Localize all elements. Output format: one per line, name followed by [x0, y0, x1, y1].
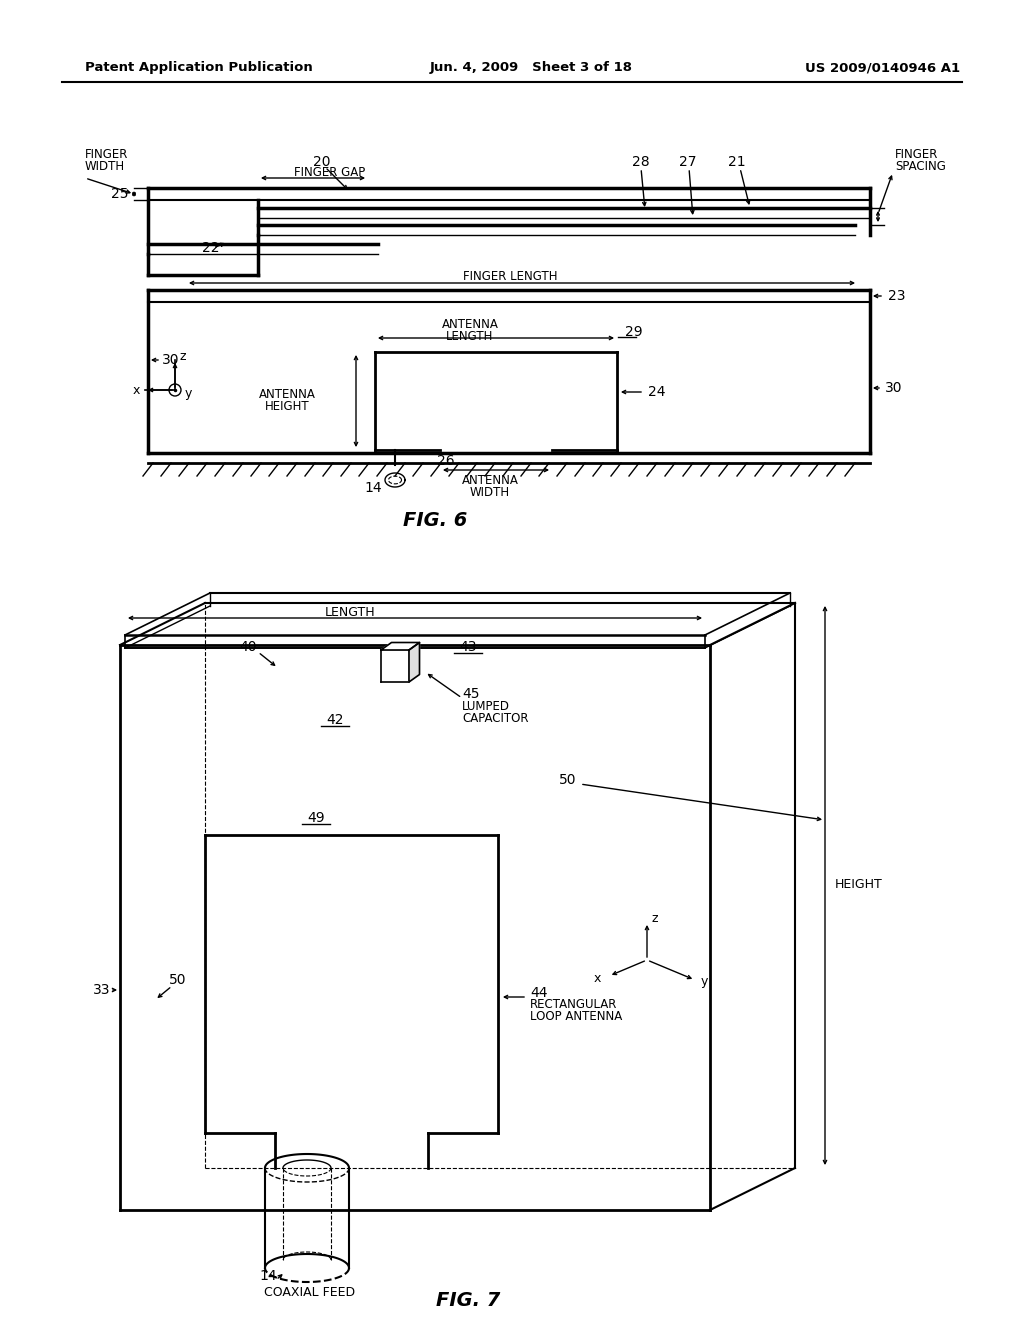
Text: 21: 21	[728, 154, 745, 169]
Text: US 2009/0140946 A1: US 2009/0140946 A1	[805, 62, 961, 74]
Text: 24: 24	[648, 385, 666, 399]
Text: z: z	[180, 351, 186, 363]
Text: FINGER GAP: FINGER GAP	[294, 165, 366, 178]
Text: Jun. 4, 2009   Sheet 3 of 18: Jun. 4, 2009 Sheet 3 of 18	[430, 62, 633, 74]
Text: 29: 29	[625, 325, 643, 339]
Text: WIDTH: WIDTH	[470, 486, 510, 499]
Text: ANTENNA: ANTENNA	[441, 318, 499, 331]
Text: RECTANGULAR: RECTANGULAR	[530, 998, 617, 1011]
Text: 23: 23	[888, 289, 905, 304]
Text: 42: 42	[327, 713, 344, 727]
Text: 20: 20	[313, 154, 331, 169]
Text: 45: 45	[462, 686, 479, 701]
Polygon shape	[381, 643, 420, 649]
Text: 26: 26	[437, 454, 455, 469]
Text: 50: 50	[559, 774, 577, 787]
Text: 33: 33	[93, 983, 111, 997]
Text: 43: 43	[459, 640, 477, 653]
Text: SPACING: SPACING	[895, 161, 946, 173]
Text: HEIGHT: HEIGHT	[835, 879, 883, 891]
Text: y: y	[185, 387, 193, 400]
Text: FIG. 7: FIG. 7	[436, 1291, 500, 1309]
Text: 50: 50	[169, 973, 186, 987]
Text: 14: 14	[365, 480, 382, 495]
Text: ANTENNA: ANTENNA	[259, 388, 315, 401]
Text: WIDTH: WIDTH	[85, 161, 125, 173]
Text: LENGTH: LENGTH	[325, 606, 376, 619]
Text: 25: 25	[111, 187, 128, 201]
Text: FINGER: FINGER	[85, 149, 128, 161]
Text: COAXIAL FEED: COAXIAL FEED	[264, 1286, 355, 1299]
Text: x: x	[133, 384, 140, 396]
Text: FINGER: FINGER	[895, 149, 938, 161]
Text: 27: 27	[679, 154, 696, 169]
Text: CAPACITOR: CAPACITOR	[462, 711, 528, 725]
Text: 30: 30	[162, 352, 179, 367]
Text: z: z	[652, 912, 658, 924]
Text: LOOP ANTENNA: LOOP ANTENNA	[530, 1011, 623, 1023]
Text: 40: 40	[240, 640, 257, 653]
Text: FIG. 6: FIG. 6	[402, 511, 467, 529]
Text: ANTENNA: ANTENNA	[462, 474, 518, 487]
Text: 28: 28	[632, 154, 650, 169]
Polygon shape	[409, 643, 420, 682]
Text: LUMPED: LUMPED	[462, 700, 510, 713]
Text: 49: 49	[307, 810, 325, 825]
Text: x: x	[594, 972, 601, 985]
Text: 44: 44	[530, 986, 548, 1001]
Text: 14: 14	[259, 1269, 276, 1283]
Text: HEIGHT: HEIGHT	[264, 400, 309, 413]
Text: 22: 22	[202, 242, 219, 255]
Text: 30: 30	[885, 381, 902, 395]
Text: y: y	[701, 975, 709, 989]
Text: FINGER LENGTH: FINGER LENGTH	[463, 271, 557, 284]
Text: LENGTH: LENGTH	[446, 330, 494, 343]
Text: Patent Application Publication: Patent Application Publication	[85, 62, 312, 74]
